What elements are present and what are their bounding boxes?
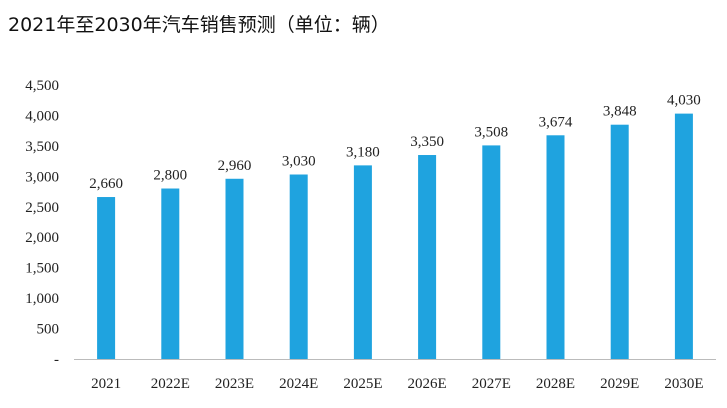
y-tick-label: 4,500 [25,78,59,94]
data-label: 2,800 [153,168,187,184]
x-tick-label: 2030E [664,376,703,392]
bar [289,174,308,359]
data-label: 3,030 [282,154,316,170]
x-tick-label: 2024E [279,376,318,392]
x-tick-label: 2027E [472,376,511,392]
data-label: 3,848 [603,104,637,120]
bar [161,188,180,359]
x-tick-label: 2028E [536,376,575,392]
x-axis: 2021 2022E 2023E 2024E 2025E 2026E 2027E 2028E 2… [74,359,716,392]
y-axis: - 500 1,000 1,500 2,000 2,500 3,000 3,500 4,000 4… [25,78,59,368]
data-label: 2,960 [218,158,252,174]
y-tick-label: 500 [37,322,60,338]
data-label: 3,508 [474,124,508,140]
x-tick-label: 2025E [343,376,382,392]
y-tick-label: 3,500 [25,139,59,155]
bar [97,197,116,359]
bar [353,165,372,359]
x-tick-label: 2023E [215,376,254,392]
bar [546,135,565,359]
bar [610,124,629,359]
y-tick-label: - [54,352,59,368]
x-tick-label: 2026E [408,376,447,392]
x-tick-label: 2022E [151,376,190,392]
data-label: 4,030 [667,93,701,109]
chart-title: 2021年至2030年汽车销售预测（单位：辆） [8,14,390,36]
y-tick-label: 1,500 [25,261,59,277]
x-tick-label: 2029E [600,376,639,392]
bar [418,155,437,359]
data-label: 2,660 [89,176,123,192]
bar [674,113,693,360]
data-label: 3,180 [346,144,380,160]
y-tick-label: 2,500 [25,200,59,216]
data-label: 3,674 [539,114,573,130]
y-tick-label: 1,000 [25,291,59,307]
bar [482,145,501,359]
bar [225,178,244,359]
y-tick-label: 2,000 [25,230,59,246]
y-tick-label: 4,000 [25,108,59,124]
data-label: 3,350 [410,134,444,150]
bar-series: 2,660 2,800 2,960 3,030 3,180 3,350 3,508 3,674… [89,93,701,360]
y-tick-label: 3,000 [25,169,59,185]
x-tick-label: 2021 [91,376,121,392]
